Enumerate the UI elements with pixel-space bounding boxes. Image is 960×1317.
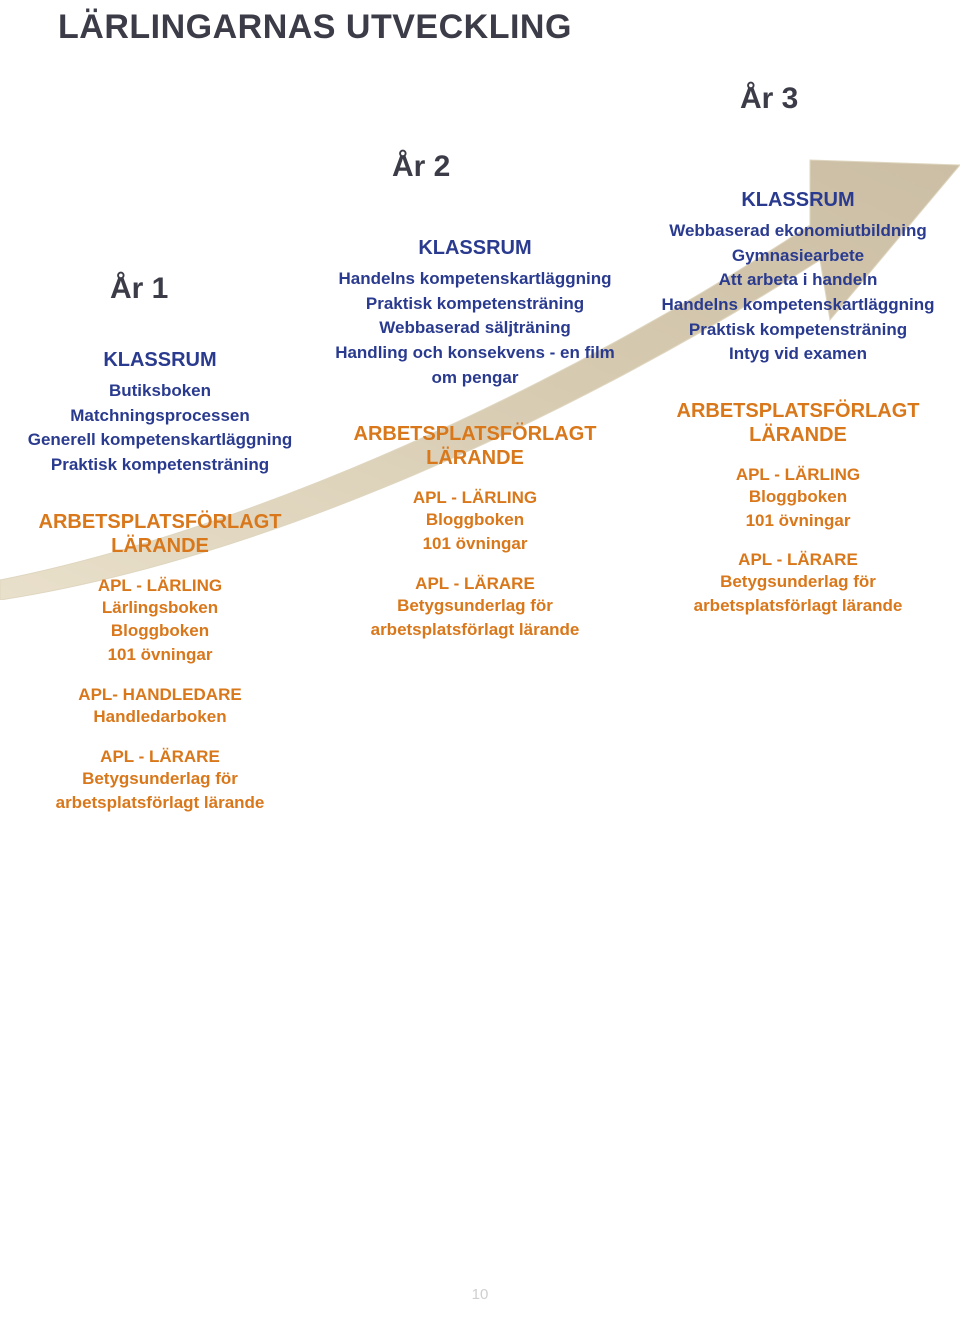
- apl-heading-line2: LÄRANDE: [111, 535, 209, 557]
- klassrum-item: Praktisk kompetensträning: [20, 453, 300, 478]
- apl-subheading: APL - LÄRARE: [335, 574, 615, 594]
- klassrum-heading: KLASSRUM: [335, 236, 615, 261]
- apl-subheading: APL - LÄRLING: [648, 465, 948, 485]
- klassrum-item: Praktisk kompetensträning: [335, 292, 615, 317]
- klassrum-heading: KLASSRUM: [648, 188, 948, 213]
- apl-subheading: APL - LÄRLING: [335, 488, 615, 508]
- apl-item: arbetsplatsförlagt lärande: [335, 618, 615, 642]
- apl-item: 101 övningar: [20, 643, 300, 667]
- klassrum-item: Handling och konsekvens - en film om pen…: [335, 341, 615, 390]
- apl-item: 101 övningar: [648, 509, 948, 533]
- apl-heading-line1: ARBETSPLATSFÖRLAGT: [354, 423, 597, 445]
- klassrum-item: Att arbeta i handeln: [648, 268, 948, 293]
- year-1-label: År 1: [110, 272, 168, 306]
- klassrum-item: Matchningsprocessen: [20, 404, 300, 429]
- apl-item: Lärlingsboken: [20, 596, 300, 620]
- page-number: 10: [0, 1286, 960, 1303]
- apl-item: Bloggboken: [335, 508, 615, 532]
- apl-item: 101 övningar: [335, 532, 615, 556]
- year-2-column: KLASSRUM Handelns kompetenskartläggningP…: [335, 218, 615, 641]
- apl-item: Betygsunderlag för: [335, 594, 615, 618]
- year-3-column: KLASSRUM Webbaserad ekonomiutbildningGym…: [648, 170, 948, 618]
- apl-item: Bloggboken: [648, 485, 948, 509]
- klassrum-item: Webbaserad ekonomiutbildning: [648, 219, 948, 244]
- klassrum-item: Handelns kompetenskartläggning: [335, 267, 615, 292]
- klassrum-item: Webbaserad säljträning: [335, 316, 615, 341]
- klassrum-heading: KLASSRUM: [20, 348, 300, 373]
- year-3-label: År 3: [740, 82, 798, 116]
- klassrum-item: Butiksboken: [20, 379, 300, 404]
- apl-item: Betygsunderlag för: [648, 570, 948, 594]
- klassrum-item: Gymnasiearbete: [648, 244, 948, 269]
- apl-heading-line2: LÄRANDE: [426, 447, 524, 469]
- page-title: LÄRLINGARNAS UTVECKLING: [58, 8, 572, 47]
- apl-subheading: APL - LÄRARE: [648, 550, 948, 570]
- apl-heading: ARBETSPLATSFÖRLAGT LÄRANDE: [335, 422, 615, 470]
- apl-subheading: APL - LÄRLING: [20, 576, 300, 596]
- klassrum-item: Intyg vid examen: [648, 342, 948, 367]
- apl-item: arbetsplatsförlagt lärande: [20, 791, 300, 815]
- apl-heading-line1: ARBETSPLATSFÖRLAGT: [39, 511, 282, 533]
- apl-heading-line1: ARBETSPLATSFÖRLAGT: [677, 400, 920, 422]
- apl-item: Handledarboken: [20, 705, 300, 729]
- apl-subheading: APL- HANDLEDARE: [20, 685, 300, 705]
- year-2-label: År 2: [392, 150, 450, 184]
- klassrum-item: Handelns kompetenskartläggning: [648, 293, 948, 318]
- apl-subheading: APL - LÄRARE: [20, 747, 300, 767]
- apl-item: Bloggboken: [20, 619, 300, 643]
- apl-heading: ARBETSPLATSFÖRLAGT LÄRANDE: [648, 399, 948, 447]
- klassrum-item: Praktisk kompetensträning: [648, 318, 948, 343]
- apl-heading: ARBETSPLATSFÖRLAGT LÄRANDE: [20, 510, 300, 558]
- apl-heading-line2: LÄRANDE: [749, 424, 847, 446]
- apl-item: Betygsunderlag för: [20, 767, 300, 791]
- apl-item: arbetsplatsförlagt lärande: [648, 594, 948, 618]
- klassrum-item: Generell kompetenskartläggning: [20, 428, 300, 453]
- year-1-column: KLASSRUM ButiksbokenMatchningsprocessenG…: [20, 330, 300, 814]
